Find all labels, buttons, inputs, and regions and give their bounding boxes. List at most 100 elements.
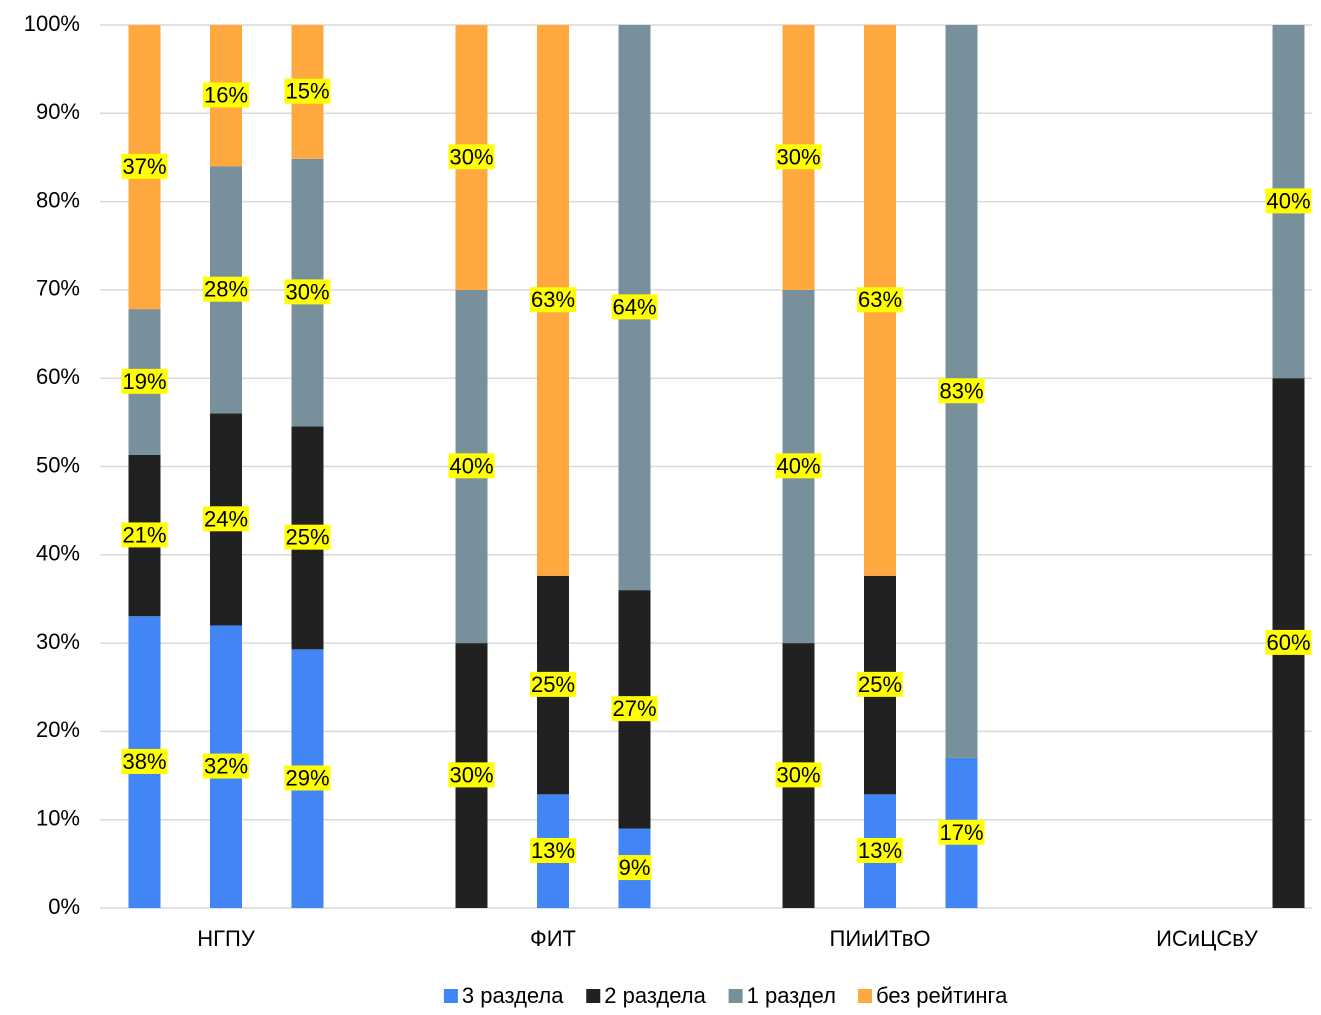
data-label-text: 16% <box>204 82 248 107</box>
data-label: 21% <box>121 522 168 548</box>
data-label-background <box>611 696 658 722</box>
data-label-background <box>938 378 985 404</box>
data-label: 28% <box>202 276 250 302</box>
legend-label: без рейтинга <box>876 983 1008 1008</box>
data-label-background <box>1265 629 1312 655</box>
data-label: 25% <box>856 671 904 697</box>
data-label-background <box>448 144 495 170</box>
data-label: 29% <box>284 765 331 791</box>
data-label-background <box>775 144 822 170</box>
data-label: 32% <box>202 753 250 779</box>
legend-swatch <box>443 989 458 1003</box>
data-label-background <box>448 453 495 479</box>
data-label: 63% <box>529 287 577 313</box>
data-label-text: 25% <box>285 525 329 550</box>
data-label: 37% <box>121 153 168 179</box>
group-label: ФИТ <box>530 926 576 951</box>
y-tick-label: 80% <box>36 187 80 212</box>
y-tick-label: 30% <box>36 629 80 654</box>
data-label-background <box>529 837 577 863</box>
legend: 3 раздела 2 раздела 1 раздел без рейтинга <box>443 983 1008 1008</box>
data-label-background <box>121 522 168 548</box>
data-label-text: 40% <box>776 453 820 478</box>
data-label-text: 63% <box>531 287 575 312</box>
data-label-text: 38% <box>122 749 166 774</box>
data-label-text: 30% <box>776 762 820 787</box>
legend-swatch <box>728 989 743 1003</box>
y-tick-label: 40% <box>36 541 80 566</box>
data-label: 15% <box>284 78 331 104</box>
data-label-background <box>856 837 904 863</box>
data-label: 19% <box>121 368 168 394</box>
data-label-background <box>611 294 658 320</box>
data-label: 24% <box>202 506 250 532</box>
y-tick-label: 10% <box>36 806 80 831</box>
data-label: 16% <box>202 82 250 108</box>
data-label: 64% <box>611 294 658 320</box>
data-label-text: 13% <box>858 838 902 863</box>
y-tick-label: 20% <box>36 717 80 742</box>
group-label: ИСиЦСвУ <box>1156 926 1259 951</box>
y-tick-label: 90% <box>36 99 80 124</box>
data-label-text: 40% <box>449 453 493 478</box>
legend-swatch <box>586 989 601 1003</box>
group-label: ПИиИТвО <box>830 926 931 951</box>
data-label-text: 19% <box>122 369 166 394</box>
data-label: 40% <box>775 453 822 479</box>
group-label: НГПУ <box>197 926 256 951</box>
y-tick-label: 100% <box>24 11 80 36</box>
y-tick-label: 70% <box>36 276 80 301</box>
data-label-text: 25% <box>531 672 575 697</box>
data-label-background <box>617 855 652 881</box>
data-label: 40% <box>1265 188 1312 214</box>
legend-label: 3 раздела <box>462 983 564 1008</box>
data-label-background <box>202 276 250 302</box>
data-label-background <box>284 279 331 305</box>
data-label-background <box>1265 188 1312 214</box>
legend-label: 1 раздел <box>747 983 836 1008</box>
data-label: 13% <box>529 837 577 863</box>
data-label-background <box>284 78 331 104</box>
data-label: 30% <box>448 762 495 788</box>
legend-label: 2 раздела <box>604 983 706 1008</box>
data-label-background <box>529 287 577 313</box>
data-label: 40% <box>448 453 495 479</box>
data-label: 30% <box>775 762 822 788</box>
data-label-text: 30% <box>449 144 493 169</box>
data-label-background <box>856 287 904 313</box>
data-label-text: 24% <box>204 506 248 531</box>
data-label-text: 64% <box>612 294 656 319</box>
data-label-background <box>202 753 250 779</box>
data-label-text: 9% <box>619 855 651 880</box>
legend-swatch <box>857 989 872 1003</box>
data-label-text: 60% <box>1266 630 1310 655</box>
data-label: 30% <box>448 144 495 170</box>
data-label-background <box>121 153 168 179</box>
y-tick-label: 60% <box>36 364 80 389</box>
data-label-text: 29% <box>285 765 329 790</box>
data-label-text: 27% <box>612 696 656 721</box>
data-label: 27% <box>611 696 658 722</box>
data-label-background <box>856 671 904 697</box>
data-label: 60% <box>1265 629 1312 655</box>
data-label-background <box>775 762 822 788</box>
data-label: 9% <box>617 855 652 881</box>
data-label-text: 30% <box>285 279 329 304</box>
data-label-background <box>121 368 168 394</box>
data-label: 13% <box>856 837 904 863</box>
data-label-background <box>121 748 168 774</box>
data-label-text: 37% <box>122 154 166 179</box>
data-label-text: 30% <box>449 762 493 787</box>
data-label-text: 28% <box>204 277 248 302</box>
data-label-text: 30% <box>776 144 820 169</box>
data-label-background <box>202 506 250 532</box>
data-label-background <box>529 671 577 697</box>
data-label-text: 13% <box>531 838 575 863</box>
data-label-text: 40% <box>1266 188 1310 213</box>
data-label-background <box>202 82 250 108</box>
data-label-text: 17% <box>939 820 983 845</box>
data-label-background <box>284 524 331 550</box>
data-label-background <box>938 819 985 845</box>
data-label-text: 15% <box>285 79 329 104</box>
data-label: 25% <box>529 671 577 697</box>
